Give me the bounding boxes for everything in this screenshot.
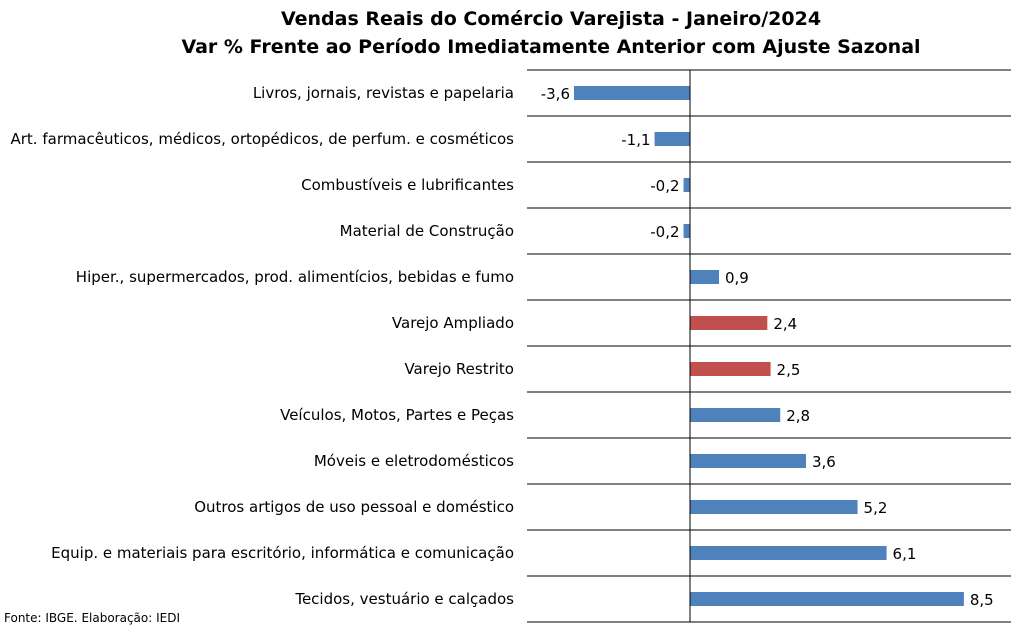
category-label: Material de Construção bbox=[340, 222, 514, 240]
bar bbox=[690, 408, 781, 422]
data-label: 2,8 bbox=[786, 407, 810, 425]
data-label: -0,2 bbox=[650, 223, 679, 241]
bar bbox=[690, 500, 858, 514]
category-label: Outros artigos de uso pessoal e doméstic… bbox=[194, 498, 514, 516]
category-label: Varejo Restrito bbox=[404, 360, 514, 378]
category-label: Móveis e eletrodomésticos bbox=[314, 452, 514, 470]
category-label: Hiper., supermercados, prod. alimentício… bbox=[76, 268, 514, 286]
data-label: 2,4 bbox=[773, 315, 797, 333]
bar bbox=[690, 546, 887, 560]
data-label: -1,1 bbox=[621, 131, 650, 149]
bar bbox=[683, 224, 690, 238]
category-label: Equip. e materiais para escritório, info… bbox=[51, 544, 514, 562]
bar bbox=[690, 316, 768, 330]
category-label: Tecidos, vestuário e calçados bbox=[294, 590, 514, 608]
data-label: 0,9 bbox=[725, 269, 749, 287]
data-label: 6,1 bbox=[893, 545, 917, 563]
source-note: Fonte: IBGE. Elaboração: IEDI bbox=[4, 611, 181, 625]
bar bbox=[574, 86, 690, 100]
bar bbox=[683, 178, 690, 192]
bar bbox=[690, 270, 719, 284]
category-label: Art. farmacêuticos, médicos, ortopédicos… bbox=[11, 130, 515, 148]
bar bbox=[690, 362, 771, 376]
data-label: -0,2 bbox=[650, 177, 679, 195]
category-label: Livros, jornais, revistas e papelaria bbox=[253, 84, 514, 102]
chart-title: Vendas Reais do Comércio Varejista - Jan… bbox=[280, 8, 822, 30]
category-label: Varejo Ampliado bbox=[392, 314, 514, 332]
data-label: -3,6 bbox=[541, 85, 570, 103]
category-label: Veículos, Motos, Partes e Peças bbox=[280, 406, 514, 424]
data-label: 3,6 bbox=[812, 453, 836, 471]
bar bbox=[690, 454, 806, 468]
chart-subtitle: Var % Frente ao Período Imediatamente An… bbox=[181, 36, 921, 58]
bar bbox=[654, 132, 690, 146]
bar bbox=[690, 592, 964, 606]
category-label: Combustíveis e lubrificantes bbox=[301, 176, 514, 194]
data-label: 8,5 bbox=[970, 591, 994, 609]
data-label: 5,2 bbox=[864, 499, 888, 517]
data-label: 2,5 bbox=[777, 361, 801, 379]
